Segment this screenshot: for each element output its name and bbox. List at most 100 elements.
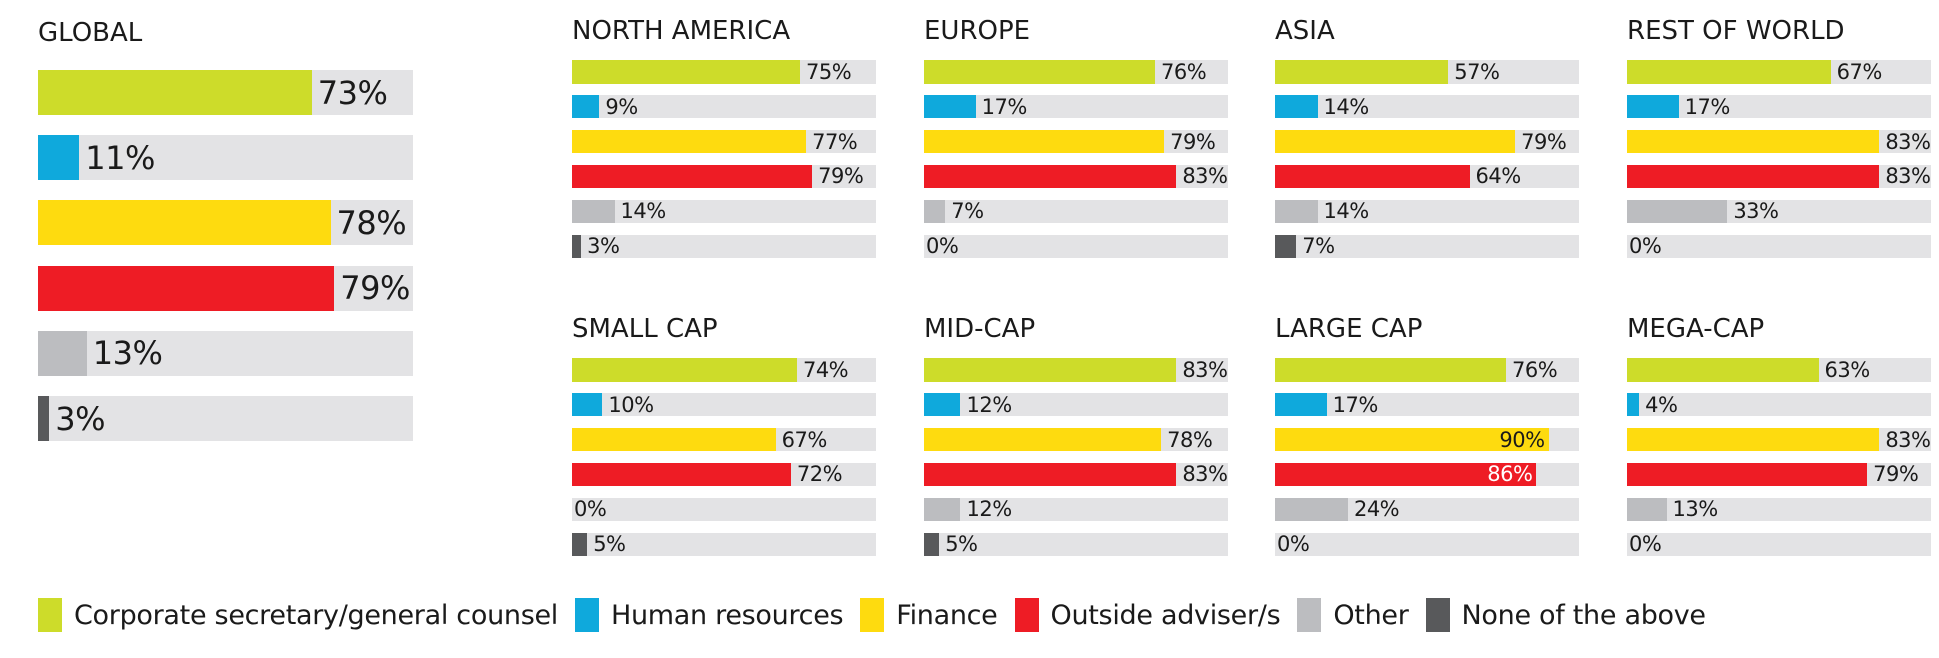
bar-row-none-of-the-above: 0% xyxy=(1627,532,1931,556)
bar-value-label: 83% xyxy=(1885,164,1931,189)
bar-value-label: 3% xyxy=(587,234,620,259)
bar-track xyxy=(38,135,413,181)
bar-none-of-the-above xyxy=(572,532,588,556)
bar-value-label: 83% xyxy=(1182,462,1228,487)
bar-track xyxy=(38,396,413,441)
bar-track xyxy=(572,199,876,224)
bar-row-outside-adviser-s: 83% xyxy=(924,462,1228,487)
bar-row-other: 24% xyxy=(1275,497,1579,522)
bar-track xyxy=(1627,497,1931,522)
bar-track xyxy=(1275,392,1579,417)
panel-title: MEGA-CAP xyxy=(1627,314,1765,344)
bar-track xyxy=(924,532,1228,556)
bar-human-resources xyxy=(572,392,603,417)
bar-row-finance: 67% xyxy=(572,428,876,452)
bar-track xyxy=(1627,94,1931,119)
panel-title: MID-CAP xyxy=(924,314,1036,344)
panel-title: REST OF WORLD xyxy=(1627,16,1845,46)
bar-value-label: 11% xyxy=(85,138,155,177)
bar-row-finance: 90% xyxy=(1275,428,1579,452)
bar-row-corporate-secretary-general-counsel: 57% xyxy=(1275,60,1579,84)
bar-corporate-secretary-general-counsel xyxy=(1627,60,1831,84)
bar-row-corporate-secretary-general-counsel: 83% xyxy=(924,358,1228,382)
bar-track xyxy=(1275,497,1579,522)
bar-corporate-secretary-general-counsel xyxy=(1275,60,1449,84)
bar-finance xyxy=(572,427,776,452)
bar-finance xyxy=(924,129,1165,154)
bar-other xyxy=(1275,497,1348,522)
bar-track xyxy=(924,392,1228,417)
bar-row-finance: 77% xyxy=(572,130,876,154)
bar-corporate-secretary-general-counsel xyxy=(1627,358,1819,382)
legend-swatch xyxy=(1014,598,1039,632)
bar-row-outside-adviser-s: 79% xyxy=(38,265,413,311)
bar-track xyxy=(572,392,876,417)
bar-value-label: 83% xyxy=(1885,427,1931,452)
legend-swatch xyxy=(860,598,885,632)
bar-other xyxy=(924,199,946,224)
bar-row-none-of-the-above: 3% xyxy=(38,396,413,441)
bar-outside-adviser-s xyxy=(1627,164,1880,189)
bar-value-label: 57% xyxy=(1454,59,1500,84)
bar-value-label: 5% xyxy=(945,532,978,557)
bar-track xyxy=(1275,199,1579,224)
bar-corporate-secretary-general-counsel xyxy=(38,70,312,115)
bar-row-outside-adviser-s: 83% xyxy=(924,164,1228,188)
bar-finance xyxy=(1275,427,1549,452)
bar-none-of-the-above xyxy=(924,532,940,556)
bar-row-outside-adviser-s: 86% xyxy=(1275,462,1579,486)
legend-swatch xyxy=(1297,598,1322,632)
bar-value-label: 5% xyxy=(593,532,626,557)
bar-value-label: 78% xyxy=(1167,427,1213,452)
bar-row-outside-adviser-s: 79% xyxy=(1627,462,1931,486)
legend-swatch xyxy=(38,598,62,632)
bar-value-label: 79% xyxy=(1170,129,1216,154)
panel-title: EUROPE xyxy=(924,16,1031,46)
bar-human-resources xyxy=(1275,94,1318,119)
bar-row-none-of-the-above: 0% xyxy=(1627,234,1931,258)
bar-row-corporate-secretary-general-counsel: 63% xyxy=(1627,358,1931,382)
bar-value-label: 78% xyxy=(336,203,407,242)
bar-corporate-secretary-general-counsel xyxy=(924,60,1156,84)
bar-none-of-the-above xyxy=(572,234,582,258)
legend: Corporate secretary/general counsel Human… xyxy=(38,597,1723,633)
bar-row-none-of-the-above: 5% xyxy=(924,532,1228,557)
bar-other xyxy=(1627,497,1667,522)
bar-value-label: 4% xyxy=(1645,392,1678,417)
bar-outside-adviser-s xyxy=(924,462,1177,487)
bar-value-label: 74% xyxy=(802,357,849,382)
bar-row-none-of-the-above: 3% xyxy=(572,234,876,259)
bar-row-other: 14% xyxy=(1275,199,1579,224)
bar-row-finance: 78% xyxy=(38,200,413,246)
bar-human-resources xyxy=(1627,392,1640,417)
bar-other xyxy=(1275,199,1318,224)
bar-value-label: 17% xyxy=(1684,94,1731,119)
legend-label: Other xyxy=(1333,599,1409,631)
bar-row-human-resources: 12% xyxy=(924,393,1228,417)
bar-row-finance: 79% xyxy=(1275,130,1579,154)
bar-row-human-resources: 14% xyxy=(1275,95,1579,119)
bar-other xyxy=(38,330,87,376)
bar-value-label: 67% xyxy=(781,427,828,452)
bar-track xyxy=(1275,532,1579,556)
bar-row-outside-adviser-s: 72% xyxy=(572,462,876,487)
bar-value-label: 14% xyxy=(1323,199,1370,224)
bar-value-label: 72% xyxy=(796,462,843,487)
bar-value-label: 79% xyxy=(340,269,410,308)
bar-none-of-the-above xyxy=(38,396,50,441)
bar-track xyxy=(572,532,876,556)
bar-row-corporate-secretary-general-counsel: 75% xyxy=(572,60,876,84)
bar-value-label: 0% xyxy=(574,497,607,522)
bar-row-outside-adviser-s: 79% xyxy=(572,164,876,188)
bar-row-corporate-secretary-general-counsel: 76% xyxy=(1275,358,1579,382)
bar-human-resources xyxy=(1275,392,1327,417)
bar-value-label: 24% xyxy=(1353,497,1400,522)
bar-row-corporate-secretary-general-counsel: 73% xyxy=(38,70,413,115)
bar-other xyxy=(572,199,615,224)
bar-value-label: 12% xyxy=(966,497,1012,522)
bar-value-label: 90% xyxy=(1499,427,1545,452)
bar-value-label: 13% xyxy=(1672,497,1719,522)
bar-value-label: 63% xyxy=(1824,357,1871,382)
legend-item-finance: Finance xyxy=(860,598,998,632)
